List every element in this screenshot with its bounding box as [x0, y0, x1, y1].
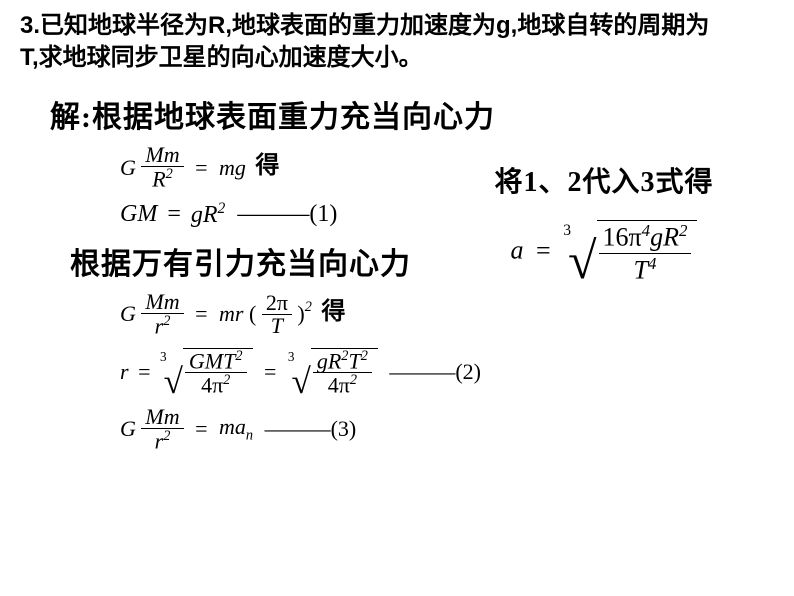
ans-lhs: a — [511, 236, 524, 265]
eq4-r2-den-exp: 2 — [350, 372, 357, 388]
eq1-suffix: 得 — [255, 153, 279, 179]
eq2-lhs: GM — [120, 202, 157, 226]
equation-5: G Mm r2 = man ———(3) — [120, 406, 794, 452]
eq3-inner-num: 2π — [266, 290, 288, 315]
equation-3: G Mm r2 = mr ( 2π T )2 得 — [120, 291, 794, 337]
eq3-mr: mr — [219, 303, 243, 325]
problem-text-1: 已知地球半径为 — [40, 13, 208, 39]
eq2-rhs-exp: 2 — [218, 200, 226, 217]
problem-text-3: 地球自转的周期为 — [517, 13, 709, 39]
eq5-den-base: r — [155, 429, 164, 454]
equation-4: r = 3 √ GMT2 4π2 = 3 √ gR2T2 4π2 ———(2 — [120, 348, 794, 397]
problem-text-4: 求地球同步卫星的向心加速度大小。 — [39, 45, 423, 71]
problem-text-2: 地球表面的重力加速度为 — [232, 13, 496, 39]
eq5-num: Mm — [141, 406, 183, 429]
ans-num-a-exp: 4 — [642, 221, 650, 240]
eq4-tag: ———(2) — [389, 361, 481, 383]
var-g: g, — [496, 12, 517, 39]
eq4-r2-num-b: T — [348, 348, 360, 373]
eq3-den-base: r — [155, 314, 164, 339]
ans-num-a: 16π — [603, 223, 642, 252]
eq4-r1-num-exp: 2 — [235, 348, 242, 364]
eq5-G: G — [120, 418, 136, 440]
right-column: 将1、2代入3式得 a = 3 √ 16π4gR2 T4 — [454, 160, 754, 285]
eq1-den-base: R — [152, 167, 165, 192]
eq4-r2-den: 4π — [328, 372, 350, 397]
eq3-lp: ( — [249, 303, 256, 325]
eq3-eq: = — [195, 303, 207, 325]
eq2-eq: = — [167, 202, 181, 226]
eq4-r2-num-a: gR — [317, 348, 341, 373]
eq3-inner-den: T — [262, 315, 292, 337]
substitution-header: 将1、2代入3式得 — [454, 160, 754, 200]
ans-eq: = — [536, 236, 551, 265]
eq4-eq1: = — [138, 361, 150, 383]
problem-statement: 3.已知地球半径为R,地球表面的重力加速度为g,地球自转的周期为 T,求地球同步卫… — [0, 0, 794, 74]
eq3-outer-exp: 2 — [305, 299, 312, 315]
answer-equation: a = 3 √ 16π4gR2 T4 — [454, 220, 754, 285]
problem-number: 3. — [20, 12, 40, 39]
ans-den-exp: 4 — [648, 254, 656, 273]
ans-den: T — [634, 255, 648, 284]
var-T: T, — [20, 44, 39, 71]
eq3-G: G — [120, 303, 136, 325]
ans-num-b-exp: 2 — [679, 221, 687, 240]
solution-header-1: 解:根据地球表面重力充当向心力 — [50, 92, 794, 136]
eq5-rhs-sub: n — [246, 427, 253, 443]
eq5-rhs: ma — [219, 414, 246, 439]
eq3-num: Mm — [141, 291, 183, 314]
eq1-eq: = — [195, 157, 207, 179]
eq1-num: Mm — [141, 144, 183, 167]
eq4-r1-den-exp: 2 — [223, 372, 230, 388]
eq5-den-exp: 2 — [163, 428, 170, 444]
eq3-den-exp: 2 — [163, 313, 170, 329]
eq5-eq: = — [195, 418, 207, 440]
eq1-rhs: mg — [219, 157, 246, 179]
eq4-r1-den: 4π — [201, 372, 223, 397]
eq2-rhs-base: gR — [191, 202, 218, 228]
eq3-rp: ) — [297, 303, 304, 325]
var-R: R, — [208, 12, 232, 39]
eq4-r2-num-b-exp: 2 — [361, 348, 368, 364]
eq4-r1-num: GMT — [189, 348, 235, 373]
eq2-tag: ———(1) — [237, 202, 337, 226]
eq3-suffix: 得 — [321, 299, 345, 325]
eq5-tag: ———(3) — [265, 418, 357, 440]
eq4-eq2: = — [264, 361, 276, 383]
eq1-G: G — [120, 157, 136, 179]
eq1-den-exp: 2 — [166, 166, 173, 182]
eq4-lhs: r — [120, 361, 129, 383]
ans-num-b: gR — [650, 223, 679, 252]
